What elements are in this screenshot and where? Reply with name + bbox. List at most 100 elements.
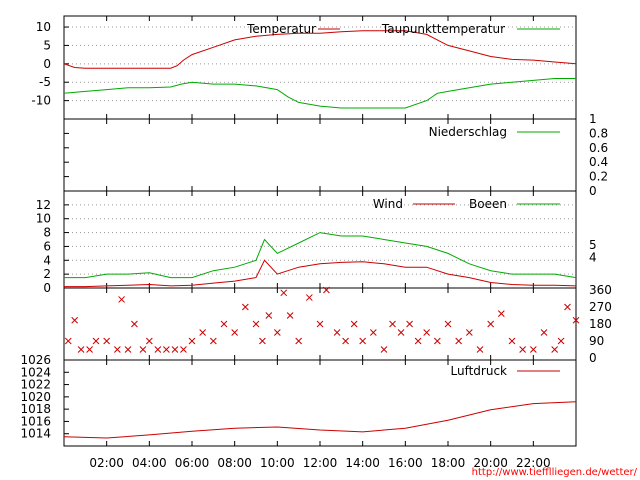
direction-point [350,320,358,328]
legend-label: Taupunkttemperatur [381,22,505,36]
series-line-0 [64,259,577,288]
x-tick-label: 06:00 [175,456,210,470]
x-tick-label: 14:00 [345,456,380,470]
direction-point [406,320,413,328]
x-tick-label: 20:00 [473,456,508,470]
direction-point [564,303,571,311]
series-line-0 [63,30,577,69]
direction-point [557,337,565,345]
direction-point [572,316,580,324]
y-tick-label: 8 [43,226,51,240]
y-tick-label: -5 [39,75,51,89]
source-credit: http://www.tiefflliegen.de/wetter/ [472,467,638,478]
direction-point [265,312,273,319]
direction-point [476,346,484,353]
direction-point [231,329,239,336]
direction-point [71,316,79,324]
direction-point [252,320,260,328]
direction-point [519,346,527,353]
direction-point [145,337,153,345]
direction-point [333,329,341,336]
direction-point [369,329,377,336]
y2-tick-label: 180 [589,317,612,331]
y2-tick-label: 90 [589,334,604,348]
y-tick-label: 0.6 [589,141,608,155]
direction-point [64,337,72,345]
direction-point [92,337,100,345]
panel-0: 10 5 0 -5 -10 Temperatur Taupunkttemperatur [31,15,577,120]
direction-point [286,312,294,319]
direction-point [280,289,288,297]
x-tick-label: 12:00 [303,456,338,470]
direction-point [389,320,396,328]
direction-point [397,329,405,336]
direction-point [316,320,324,328]
y-tick-label: 12 [36,198,51,212]
y-tick-label: 1022 [20,378,51,392]
direction-point [259,337,266,345]
y-tick-label: 1024 [20,365,51,379]
y-tick-label: 0.4 [589,155,608,169]
x-tick-label: 18:00 [431,456,466,470]
direction-point [465,329,473,336]
direction-point [497,310,505,317]
direction-point [77,346,85,353]
y-tick-label: 1020 [20,390,51,404]
y-tick-label: 1014 [20,427,51,441]
x-tick-label: 02:00 [89,456,124,470]
y2-tick-label: 5 [589,238,597,252]
legend-label: Niederschlag [429,125,507,139]
direction-point [551,346,559,353]
direction-point [113,346,121,353]
direction-point [209,337,217,345]
direction-point [342,337,349,345]
series-line-0 [63,401,577,439]
y2-tick-label: 0 [589,351,597,365]
y-tick-label: 2 [43,267,51,281]
legend-label: Luftdruck [450,364,507,378]
direction-point [487,320,495,328]
direction-point [171,346,179,353]
y-tick-label: 1018 [20,402,51,416]
x-tick-label: 08:00 [217,456,252,470]
direction-point [444,320,452,328]
direction-point [305,294,313,301]
direction-point [423,329,431,336]
legend-label: Temperatur [246,22,316,36]
y-tick-label: 4 [43,253,51,267]
y-tick-label: 0 [589,184,597,198]
direction-point [540,329,548,336]
y2-tick-label: 360 [589,283,612,297]
x-tick-label: 16:00 [388,456,423,470]
y-tick-label: 0.8 [589,126,608,140]
y-tick-label: 10 [36,212,51,226]
y-tick-label: 10 [36,20,51,34]
x-tick-label: 10:00 [260,456,295,470]
series-line-1 [64,232,577,279]
direction-point [380,346,388,353]
direction-point [163,346,170,353]
direction-point [131,320,138,328]
direction-point [220,320,228,328]
direction-point [199,329,207,336]
direction-point [154,346,162,353]
series-line-1 [63,78,576,109]
y-tick-label: 0.2 [589,170,608,184]
y-tick-label: 5 [43,38,51,52]
x-tick-label: 04:00 [132,456,167,470]
y-tick-label: 6 [43,239,51,253]
y-tick-label: -10 [31,94,51,108]
direction-point [241,303,249,311]
direction-point [118,296,125,303]
y2-tick-label: 4 [589,251,597,265]
direction-point [359,337,367,345]
direction-point [455,337,463,345]
direction-point [529,346,537,353]
direction-point [124,346,132,353]
direction-point [139,346,147,353]
direction-point [414,337,422,345]
direction-point [323,286,330,294]
direction-point [180,346,187,353]
